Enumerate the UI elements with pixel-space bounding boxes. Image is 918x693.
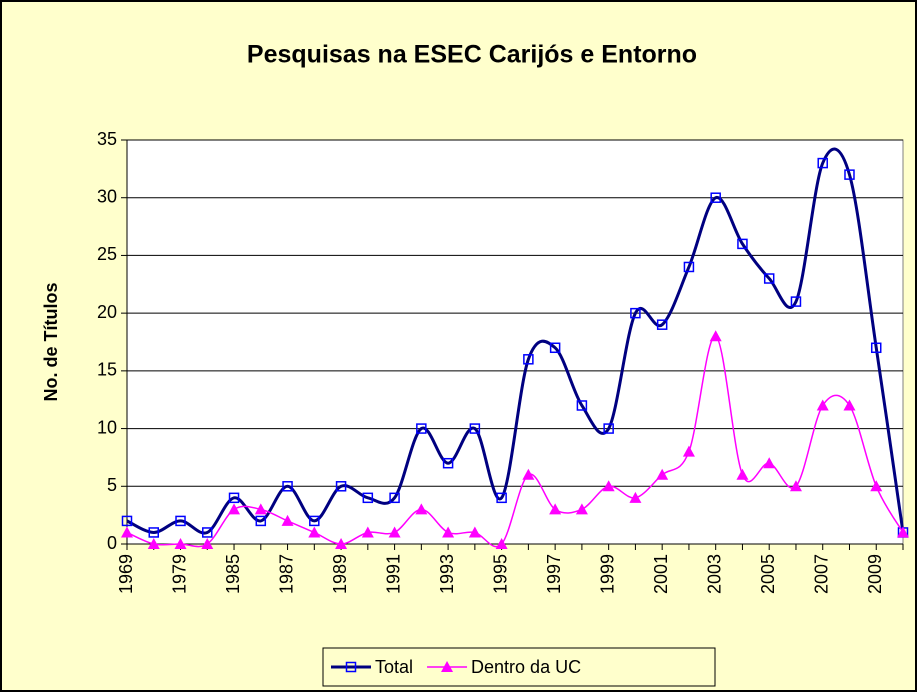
point (468, 526, 481, 538)
chart-title: Pesquisas na ESEC Carijós e Entorno (247, 41, 697, 69)
y-axis-label: No. de Títulos (41, 283, 61, 402)
point (335, 538, 348, 549)
x-tick-label: 2007 (811, 554, 831, 594)
point (682, 445, 695, 457)
point (844, 169, 855, 180)
point (549, 503, 562, 515)
point (254, 503, 267, 515)
point (388, 526, 401, 538)
point (442, 457, 454, 469)
y-tick-label: 25 (97, 244, 117, 264)
x-tick-label: 1993 (437, 554, 457, 594)
point (816, 399, 829, 411)
legend-label: Dentro da UC (471, 657, 581, 677)
y-tick-label: 35 (97, 129, 117, 149)
point (763, 457, 776, 469)
point (281, 514, 294, 526)
point (121, 526, 133, 538)
x-tick-label: 1987 (276, 554, 296, 594)
y-tick-label: 5 (107, 475, 117, 495)
point (790, 296, 802, 307)
point (870, 342, 882, 354)
x-tick-label: 2009 (865, 554, 885, 594)
point (255, 515, 267, 527)
x-tick-label: 2003 (704, 554, 724, 594)
legend-label: Total (375, 657, 413, 677)
point (121, 515, 133, 527)
point (602, 480, 615, 492)
legend-box (322, 647, 716, 687)
x-tick-label: 1989 (330, 554, 350, 594)
point (415, 503, 428, 515)
point (603, 423, 614, 434)
point (630, 307, 641, 319)
x-tick-label: 1969 (116, 554, 136, 594)
point (576, 400, 588, 411)
y-tick-label: 0 (107, 533, 117, 553)
x-tick-label: 1979 (169, 554, 189, 594)
series-line (126, 147, 905, 535)
point (469, 423, 481, 434)
x-tick-label: 2005 (758, 554, 778, 594)
x-tick-label: 1995 (490, 554, 510, 594)
x-tick-label: 2001 (651, 554, 671, 594)
plot-area (126, 139, 904, 545)
point (549, 342, 561, 354)
point (629, 491, 642, 503)
point (522, 468, 535, 480)
point (335, 481, 347, 492)
x-tick-label: 1999 (597, 554, 617, 594)
point (389, 492, 400, 504)
point (817, 157, 828, 169)
x-tick-label: 1997 (544, 554, 564, 594)
point (174, 538, 187, 549)
point (683, 261, 695, 273)
point (147, 538, 160, 549)
point (175, 515, 186, 527)
y-tick-label: 15 (97, 360, 117, 380)
point (309, 515, 320, 527)
point (789, 480, 802, 492)
point (763, 273, 775, 284)
y-tick-label: 20 (97, 302, 117, 322)
point (228, 492, 240, 504)
point (345, 661, 357, 673)
point (282, 481, 293, 492)
y-tick-label: 30 (97, 186, 117, 206)
point (523, 354, 534, 365)
point (897, 526, 909, 538)
point (870, 480, 883, 492)
point (736, 468, 749, 480)
x-tick-label: 1991 (383, 554, 403, 594)
point (361, 526, 374, 538)
point (308, 526, 321, 538)
point (656, 468, 669, 480)
point (737, 238, 748, 250)
point (201, 538, 214, 549)
point (575, 503, 588, 515)
point (416, 423, 427, 434)
point (710, 192, 721, 203)
point (496, 492, 507, 504)
point (656, 319, 668, 330)
y-tick-label: 10 (97, 417, 117, 437)
point (202, 527, 213, 538)
point (362, 492, 374, 504)
point (495, 538, 508, 549)
point (228, 503, 241, 515)
point (709, 330, 722, 342)
point (441, 661, 454, 672)
point (843, 399, 856, 411)
point (148, 527, 160, 538)
x-tick-label: 1985 (223, 554, 243, 594)
point (442, 526, 455, 538)
